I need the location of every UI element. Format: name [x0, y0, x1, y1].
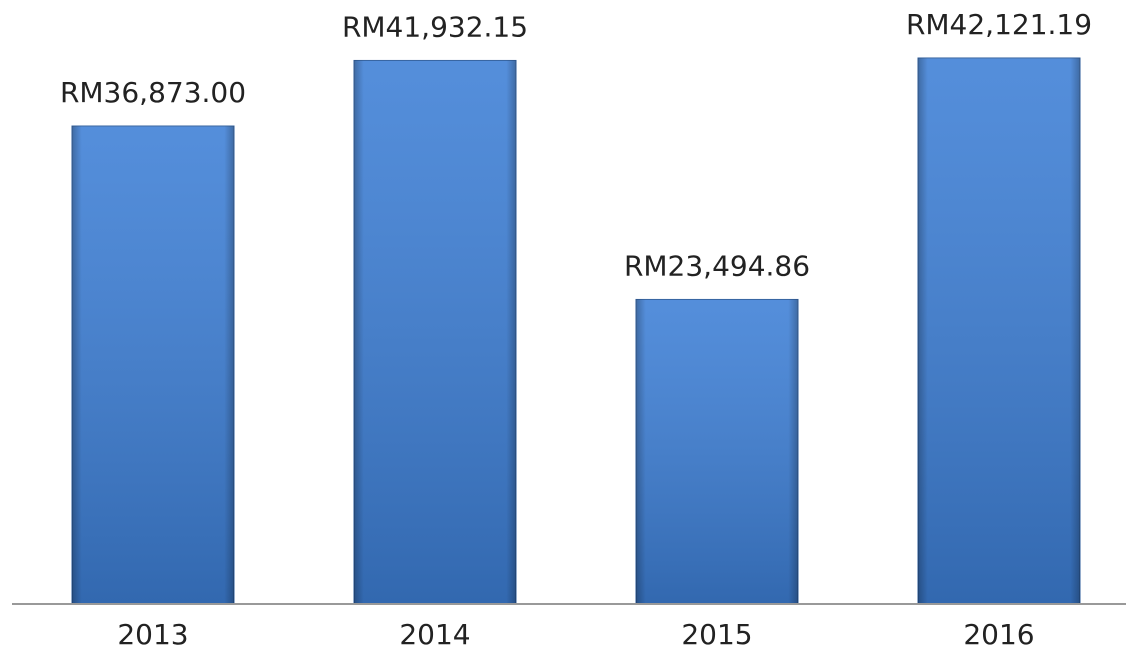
bar	[353, 59, 517, 605]
value-label: RM23,494.86	[624, 249, 810, 282]
x-tick-label: 2014	[399, 618, 470, 651]
x-tick-label: 2016	[963, 618, 1034, 651]
bar	[917, 57, 1081, 605]
value-label: RM42,121.19	[906, 8, 1092, 41]
value-label: RM36,873.00	[60, 76, 246, 109]
bar	[71, 125, 235, 605]
x-tick-label: 2013	[117, 618, 188, 651]
x-tick-label: 2015	[681, 618, 752, 651]
bar	[635, 298, 799, 605]
value-label: RM41,932.15	[342, 10, 528, 43]
